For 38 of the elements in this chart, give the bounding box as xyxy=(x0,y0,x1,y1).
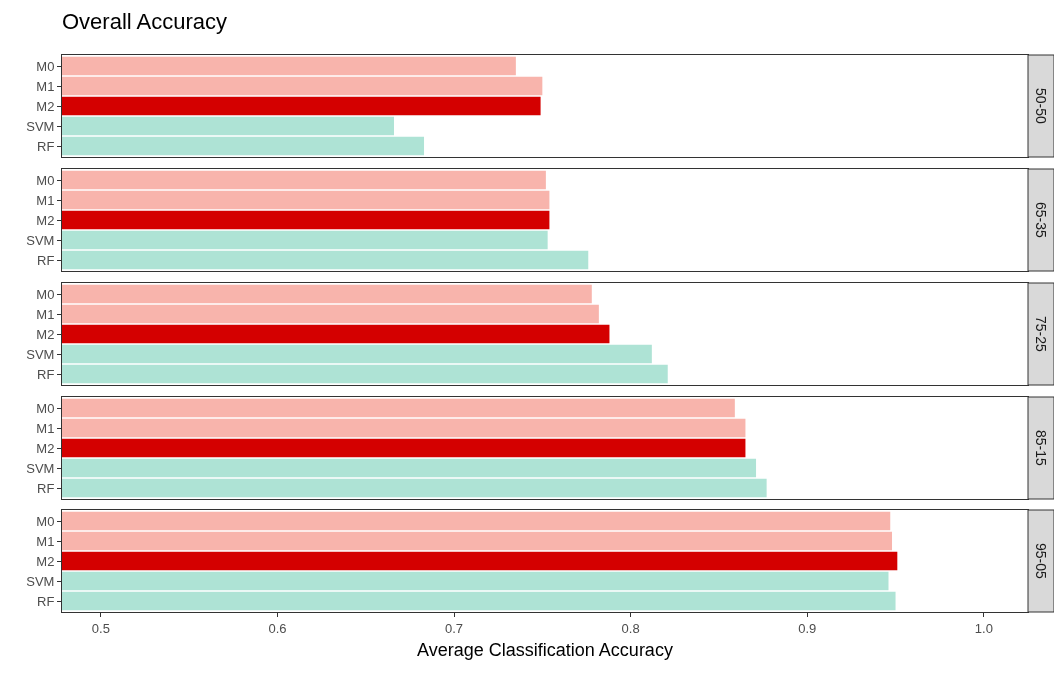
y-tick-label: M1 xyxy=(36,306,55,322)
x-tick-label: 1.0 xyxy=(974,620,993,636)
y-tick-label: M2 xyxy=(36,553,55,569)
y-tick-label: SVM xyxy=(26,232,55,248)
text: 65-35 xyxy=(1033,202,1049,239)
x-tick-label: 0.9 xyxy=(798,620,817,636)
y-tick-label: RF xyxy=(37,138,55,154)
text: 85-15 xyxy=(1033,430,1049,467)
y-tick-label: M0 xyxy=(36,172,55,188)
y-tick-label: M0 xyxy=(36,58,55,74)
y-tick-label: M0 xyxy=(36,286,55,302)
y-tick-label: M1 xyxy=(36,192,55,208)
x-tick-label: 0.8 xyxy=(621,620,640,636)
x-axis-title: Average Classification Accuracy xyxy=(417,639,673,660)
y-tick-label: M2 xyxy=(36,326,55,342)
y-tick-label: RF xyxy=(37,480,55,496)
y-tick-label: SVM xyxy=(26,460,55,476)
y-tick-label: M2 xyxy=(36,440,55,456)
y-tick-label: RF xyxy=(37,593,55,609)
text: 75-25 xyxy=(1033,316,1049,353)
y-tick-label: M1 xyxy=(36,533,55,549)
y-tick-label: SVM xyxy=(26,346,55,362)
y-tick-label: RF xyxy=(37,366,55,382)
text: 50-50 xyxy=(1033,88,1049,125)
y-tick-label: M2 xyxy=(36,212,55,228)
y-tick-label: M1 xyxy=(36,78,55,94)
y-tick-label: SVM xyxy=(26,573,55,589)
y-tick-label: RF xyxy=(37,252,55,268)
y-tick-label: M1 xyxy=(36,420,55,436)
y-tick-label: M0 xyxy=(36,400,55,416)
x-tick-label: 0.7 xyxy=(445,620,464,636)
x-tick-label: 0.5 xyxy=(91,620,110,636)
x-tick-label: 0.6 xyxy=(268,620,287,636)
chart-title: Overall Accuracy xyxy=(62,9,228,35)
text: 95-05 xyxy=(1033,543,1049,580)
y-tick-label: SVM xyxy=(26,118,55,134)
y-tick-label: M0 xyxy=(36,513,55,529)
y-tick-label: M2 xyxy=(36,98,55,114)
